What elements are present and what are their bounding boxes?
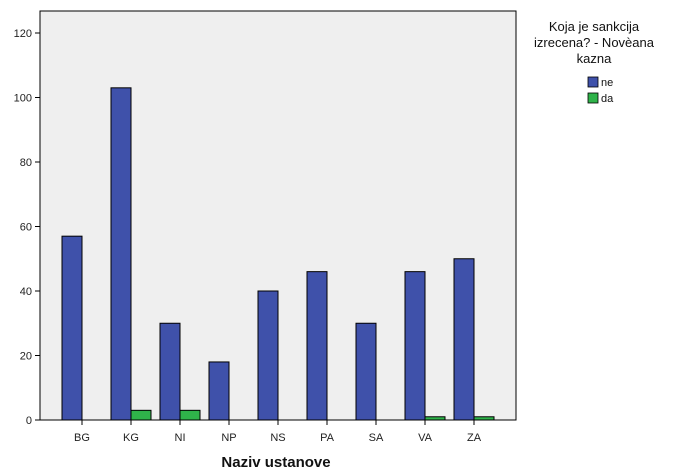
bar-ne-NP	[208, 361, 230, 421]
bar-ne-SA	[355, 322, 377, 421]
bar-da-VA	[424, 416, 446, 421]
legend-swatch-ne	[587, 76, 599, 88]
bar-ne-NS	[257, 290, 279, 421]
y-axis: 0 20 40 60 80 100 120	[14, 28, 40, 427]
x-tick-label: PA	[320, 432, 335, 444]
x-axis-title: Naziv ustanove	[221, 454, 330, 471]
bar-ne-NI	[159, 322, 181, 421]
bar-da-KG	[130, 409, 152, 421]
legend-label-ne: ne	[601, 77, 613, 89]
bar-ne-VA	[404, 271, 426, 421]
x-tick-label: SA	[369, 432, 384, 444]
legend-swatch-da	[587, 92, 599, 104]
x-tick-label: VA	[418, 432, 433, 444]
y-tick-label: 0	[26, 415, 32, 427]
bar-ne-PA	[306, 271, 328, 421]
bars	[61, 87, 495, 421]
y-tick-label: 60	[20, 222, 32, 234]
bar-da-ZA	[473, 416, 495, 421]
x-tick-label: BG	[74, 432, 90, 444]
x-tick-label: ZA	[467, 432, 482, 444]
x-axis: BG KG NI NP NS PA SA VA ZA	[74, 420, 482, 444]
bar-ne-ZA	[453, 258, 475, 421]
legend-title-line-2: izrecena? - Novèana	[534, 35, 655, 50]
x-tick-label: NS	[270, 432, 285, 444]
y-tick-label: 20	[20, 351, 32, 363]
bar-da-NI	[179, 409, 201, 421]
bar-ne-BG	[61, 235, 83, 421]
y-tick-label: 40	[20, 286, 32, 298]
legend-label-da: da	[601, 93, 614, 105]
y-tick-label: 100	[14, 93, 32, 105]
legend-title-line-1: Koja je sankcija	[549, 19, 640, 34]
legend: Koja je sankcija izrecena? - Novèana kaz…	[534, 19, 655, 105]
x-tick-label: NI	[175, 432, 186, 444]
x-tick-label: KG	[123, 432, 139, 444]
bar-ne-KG	[110, 87, 132, 421]
x-tick-label: NP	[221, 432, 236, 444]
legend-title-line-3: kazna	[577, 51, 612, 66]
y-tick-label: 120	[14, 28, 32, 40]
y-tick-label: 80	[20, 157, 32, 169]
